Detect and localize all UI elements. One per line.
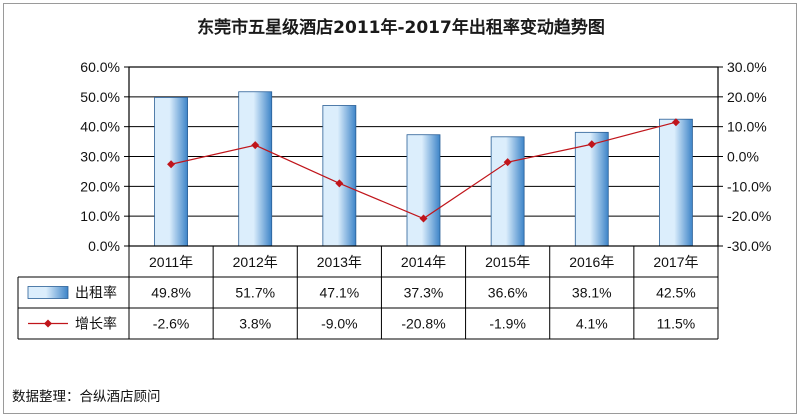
growth-rate-marker (335, 179, 344, 188)
occupancy-value: 49.8% (151, 285, 191, 301)
left-axis-label: 40.0% (80, 119, 120, 135)
growth-rate-value: -2.6% (153, 316, 190, 332)
growth-rate-marker (587, 140, 596, 149)
right-axis-label: 30.0% (727, 59, 767, 75)
legend-label-occupancy: 出租率 (75, 285, 117, 302)
growth-rate-value: 3.8% (239, 316, 271, 332)
chart-canvas: 东莞市五星级酒店2011年-2017年出租率变动趋势图 0.0% 10.0% 20.… (12, 17, 771, 405)
occupancy-value: 38.1% (572, 285, 612, 301)
category-label: 2013年 (317, 254, 362, 270)
right-axis-label: -10.0% (727, 178, 771, 194)
occupancy-value: 37.3% (404, 285, 444, 301)
growth-rate-value: -20.8% (401, 316, 445, 332)
bar-occupancy (574, 131, 609, 247)
bar-occupancy (238, 91, 273, 247)
occupancy-value: 51.7% (235, 285, 275, 301)
legend-label-growth: 增长率 (75, 316, 117, 333)
left-axis-label: 10.0% (80, 208, 120, 224)
category-label: 2011年 (149, 254, 193, 270)
category-label: 2014年 (401, 254, 446, 270)
left-axis-label: 60.0% (80, 59, 120, 75)
chart-frame: 东莞市五星级酒店2011年-2017年出租率变动趋势图 0.0% 10.0% 20.… (3, 3, 797, 414)
right-axis-label: 10.0% (727, 119, 767, 135)
source-note: 数据整理：合纵酒店顾问 (12, 389, 161, 405)
right-axis-label: 20.0% (727, 89, 767, 105)
right-axis-label: 0.0% (727, 149, 759, 165)
left-axis-label: 50.0% (80, 89, 120, 105)
legend-swatch-occupancy (27, 286, 69, 299)
data-table: 2011年 2012年 2013年 2014年 2015年 2016年 2017年出租率增长… (17, 246, 719, 340)
category-label: 2016年 (569, 254, 614, 270)
chart-title: 东莞市五星级酒店2011年-2017年出租率变动趋势图 (197, 17, 605, 38)
growth-rate-marker (503, 158, 512, 167)
growth-rate-marker (419, 214, 428, 223)
legend-marker-growth (44, 319, 52, 328)
growth-rate-marker (671, 118, 680, 127)
left-axis-label: 30.0% (80, 149, 120, 165)
occupancy-value: 36.6% (488, 285, 528, 301)
left-axis-label: 20.0% (80, 178, 120, 194)
growth-rate-marker (251, 141, 260, 150)
right-axis-label: -30.0% (727, 238, 771, 254)
occupancy-value: 47.1% (320, 285, 360, 301)
category-label: 2012年 (233, 254, 278, 270)
left-axis-label: 0.0% (88, 238, 120, 254)
category-label: 2015年 (485, 254, 530, 270)
bar-occupancy (406, 134, 441, 247)
bar-occupancy (154, 97, 188, 247)
growth-rate-value: 4.1% (576, 316, 608, 332)
growth-rate-value: -9.0% (321, 316, 358, 332)
category-label: 2017年 (653, 254, 698, 270)
bar-occupancy (490, 136, 525, 247)
bar-occupancy (659, 118, 693, 247)
growth-rate-value: -1.9% (489, 316, 526, 332)
growth-rate-value: 11.5% (657, 316, 696, 332)
bar-occupancy (322, 105, 357, 247)
occupancy-value: 42.5% (656, 285, 696, 301)
growth-rate-marker (167, 160, 176, 169)
plot-area: 0.0% 10.0% 20.0% 30.0% 40.0% 50.0% 60.0% -30.0%… (80, 59, 771, 254)
right-axis-label: -20.0% (727, 208, 771, 224)
